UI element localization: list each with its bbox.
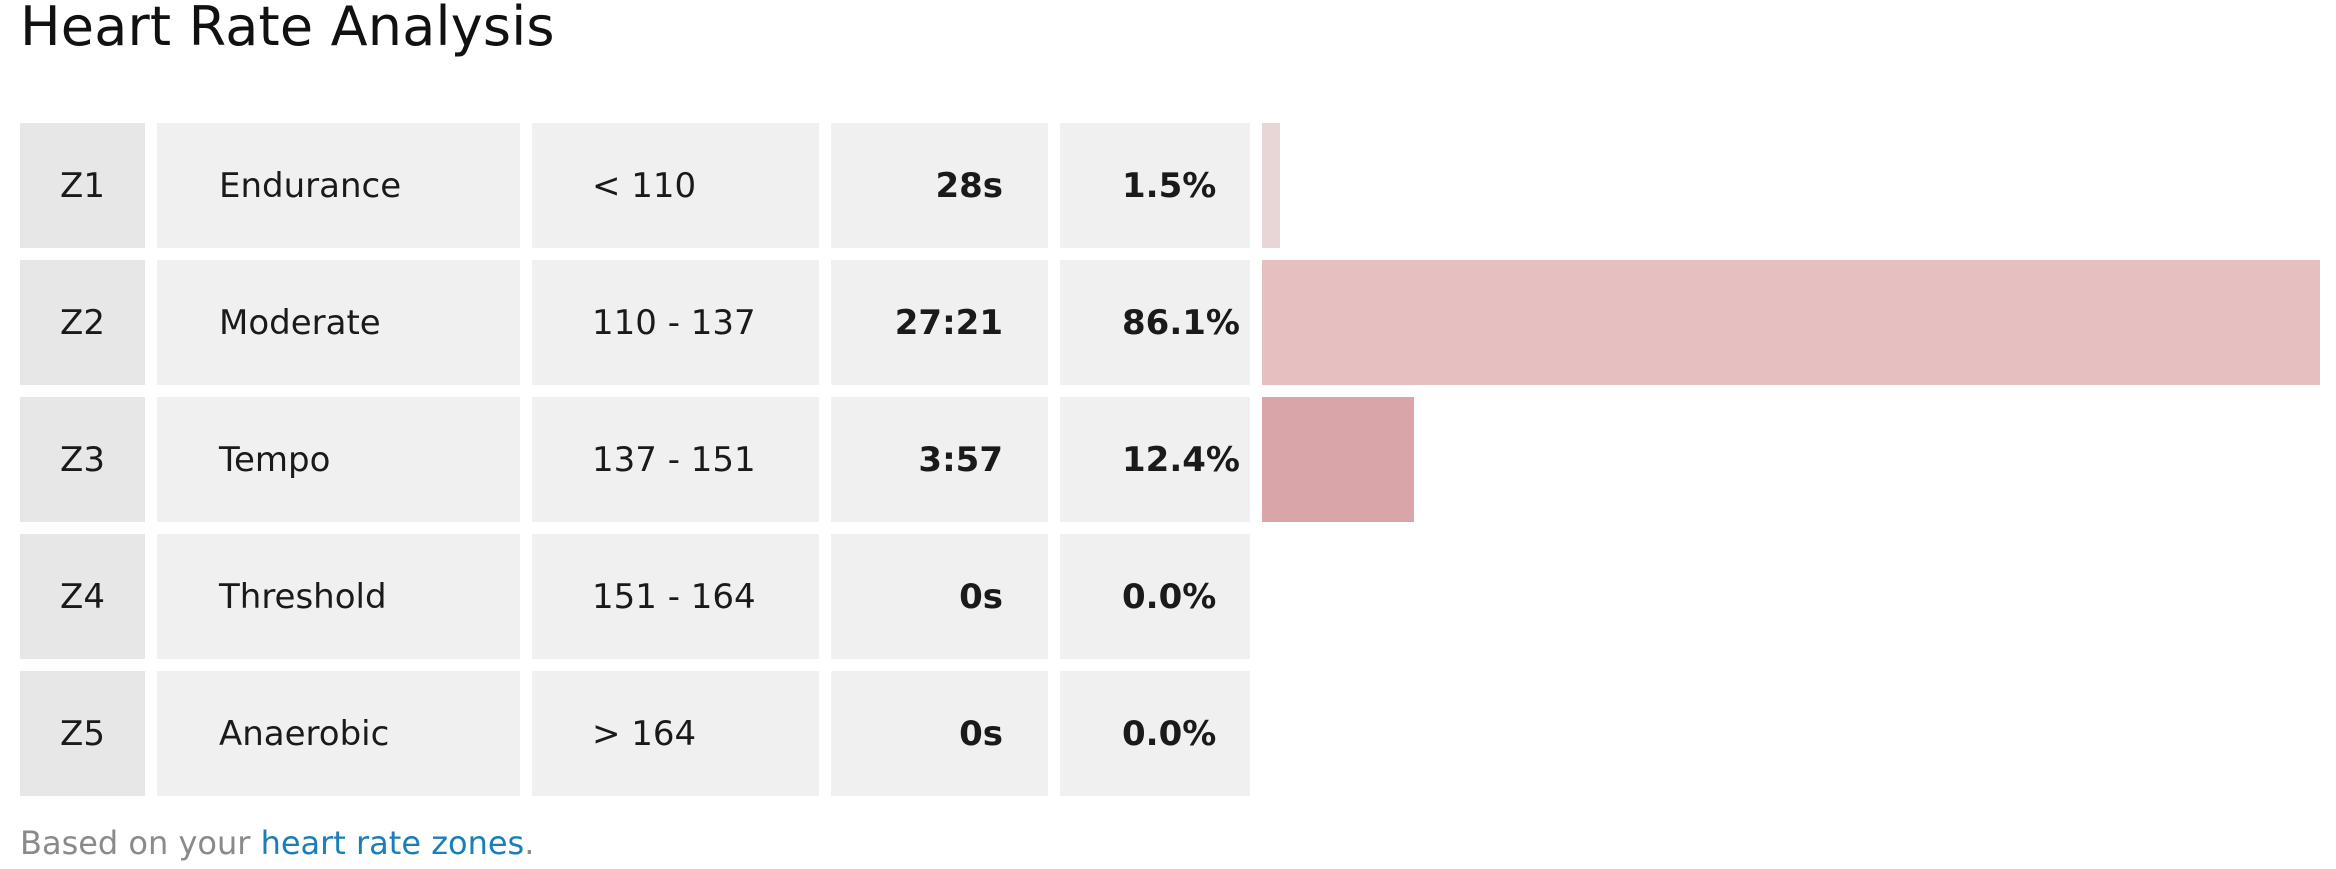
zone-range: < 110 bbox=[532, 123, 819, 248]
zone-label: Z2 bbox=[20, 260, 145, 385]
zone-percent: 0.0% bbox=[1060, 534, 1250, 659]
zone-name: Anaerobic bbox=[157, 671, 520, 796]
zone-name: Endurance bbox=[157, 123, 520, 248]
zone-bar-track bbox=[1262, 534, 2320, 659]
zones-footnote: Based on your heart rate zones. bbox=[20, 818, 534, 868]
zone-percent: 1.5% bbox=[1060, 123, 1250, 248]
zone-range: > 164 bbox=[532, 671, 819, 796]
zone-percent: 86.1% bbox=[1060, 260, 1250, 385]
zone-row-z2: Z2 Moderate 110 - 137 27:21 86.1% bbox=[20, 260, 2320, 385]
zone-bar-track bbox=[1262, 123, 2320, 248]
zone-label: Z5 bbox=[20, 671, 145, 796]
zone-range: 110 - 137 bbox=[532, 260, 819, 385]
page-title: Heart Rate Analysis bbox=[20, 0, 555, 58]
zone-bar bbox=[1262, 260, 2320, 385]
zone-bar-track bbox=[1262, 260, 2320, 385]
heart-rate-zones-link[interactable]: heart rate zones bbox=[260, 824, 525, 862]
zone-row-z1: Z1 Endurance < 110 28s 1.5% bbox=[20, 123, 2320, 248]
zone-bar bbox=[1262, 397, 1415, 522]
zone-bar-track bbox=[1262, 397, 2320, 522]
zone-time: 28s bbox=[831, 123, 1048, 248]
zone-row-z3: Z3 Tempo 137 - 151 3:57 12.4% bbox=[20, 397, 2320, 522]
zone-name: Threshold bbox=[157, 534, 520, 659]
zone-time: 27:21 bbox=[831, 260, 1048, 385]
zone-label: Z1 bbox=[20, 123, 145, 248]
zone-row-z4: Z4 Threshold 151 - 164 0s 0.0% bbox=[20, 534, 2320, 659]
footnote-suffix: . bbox=[524, 824, 535, 862]
zone-time: 0s bbox=[831, 534, 1048, 659]
zone-time: 0s bbox=[831, 671, 1048, 796]
zone-percent: 0.0% bbox=[1060, 671, 1250, 796]
zone-time: 3:57 bbox=[831, 397, 1048, 522]
heart-rate-zones-table: Z1 Endurance < 110 28s 1.5% Z2 Moderate … bbox=[20, 123, 2320, 808]
zone-label: Z4 bbox=[20, 534, 145, 659]
zone-range: 137 - 151 bbox=[532, 397, 819, 522]
zone-percent: 12.4% bbox=[1060, 397, 1250, 522]
footnote-prefix: Based on your bbox=[20, 824, 261, 862]
zone-bar-track bbox=[1262, 671, 2320, 796]
zone-row-z5: Z5 Anaerobic > 164 0s 0.0% bbox=[20, 671, 2320, 796]
zone-name: Tempo bbox=[157, 397, 520, 522]
zone-name: Moderate bbox=[157, 260, 520, 385]
zone-range: 151 - 164 bbox=[532, 534, 819, 659]
zone-label: Z3 bbox=[20, 397, 145, 522]
zone-bar bbox=[1262, 123, 1281, 248]
